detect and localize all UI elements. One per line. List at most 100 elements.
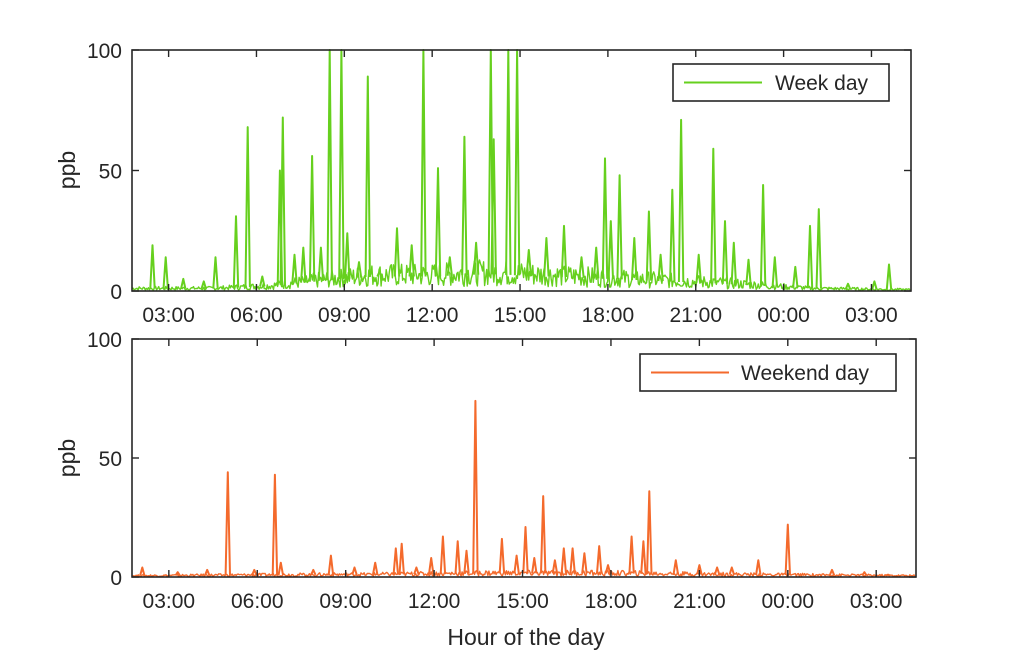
peak-weekday-39 (631, 237, 638, 281)
ytick-label-weekday-0: 0 (110, 281, 122, 304)
peak-weekend-28 (596, 545, 603, 574)
xtick-label-weekday-5: 18:00 (582, 304, 635, 327)
peak-weekday-36 (601, 157, 609, 279)
peak-weekday-3 (200, 280, 207, 289)
peak-weekday-50 (771, 256, 778, 287)
peak-weekend-10 (372, 561, 379, 575)
peak-weekend-23 (540, 495, 547, 574)
axes-frame-weekday (131, 49, 912, 292)
peak-weekday-42 (669, 188, 676, 282)
peak-weekday-41 (657, 253, 664, 282)
ticks-weekday: 03:00 06:00 09:00 12:00 15:00 18:00 21:00 00:00… (87, 40, 911, 327)
peak-weekend-24 (551, 559, 559, 574)
xtick-label-weekend-7: 00:00 (762, 590, 815, 613)
peak-weekend-4 (251, 568, 258, 576)
xtick-label-weekend-2: 09:00 (319, 590, 372, 613)
peak-weekday-21 (408, 244, 415, 277)
peak-weekend-40 (861, 571, 868, 577)
series-weekday (131, 49, 911, 292)
ylabel-weekday: ppb (54, 151, 80, 189)
peak-weekend-8 (327, 554, 335, 575)
peak-weekday-43 (677, 118, 685, 283)
peak-weekend-34 (696, 564, 703, 575)
peak-weekend-41 (885, 573, 891, 577)
peak-weekday-28 (490, 138, 497, 275)
peak-weekend-27 (581, 552, 588, 574)
peak-weekday-1 (162, 256, 169, 289)
peak-weekend-1 (174, 571, 181, 577)
peak-weekday-12 (308, 155, 316, 282)
xtick-label-weekend-1: 06:00 (231, 590, 284, 613)
peak-weekday-23 (434, 167, 442, 277)
ytick-label-weekend-0: 0 (110, 567, 122, 590)
peak-weekend-6 (277, 561, 284, 576)
axes-frame-weekend (131, 338, 917, 578)
peak-weekend-35 (713, 566, 721, 575)
xtick-label-weekday-6: 21:00 (669, 304, 722, 327)
series-weekend (131, 399, 916, 578)
xtick-label-weekday-7: 00:00 (757, 304, 810, 327)
peak-weekday-48 (745, 258, 752, 286)
peak-weekday-53 (815, 208, 822, 289)
peak-weekday-45 (710, 147, 717, 284)
peak-weekday-20 (393, 227, 401, 277)
peak-weekday-7 (259, 275, 266, 287)
panel-weekday: 03:00 06:00 09:00 12:00 15:00 18:00 21:00 00:00… (54, 40, 912, 327)
peak-weekday-6 (244, 126, 251, 288)
peak-weekday-40 (645, 210, 653, 281)
peak-weekday-31 (525, 249, 532, 276)
peak-weekday-54 (844, 282, 852, 290)
peak-weekday-47 (730, 241, 737, 285)
peak-weekend-15 (439, 535, 447, 574)
xtick-label-weekday-4: 15:00 (494, 304, 547, 327)
peak-weekday-51 (792, 265, 799, 288)
peak-weekday-37 (607, 220, 614, 280)
peak-weekday-4 (212, 256, 219, 289)
xtick-label-weekend-3: 12:00 (408, 590, 461, 613)
peak-weekend-32 (646, 490, 653, 574)
peak-weekend-17 (463, 549, 470, 574)
peak-weekday-16 (344, 232, 351, 279)
peak-weekday-35 (593, 246, 600, 279)
peak-weekend-18 (472, 399, 479, 574)
xtick-label-weekend-6: 21:00 (673, 590, 726, 613)
peak-weekend-5 (271, 473, 279, 576)
peak-weekend-11 (392, 547, 399, 575)
peak-weekend-7 (310, 568, 317, 576)
peak-weekend-33 (672, 559, 679, 575)
legend-weekday: Week day (672, 63, 890, 102)
xlabel: Hour of the day (447, 624, 605, 650)
peak-weekday-24 (446, 256, 453, 276)
peak-weekday-10 (291, 253, 298, 284)
legend-weekend: Weekend day (639, 353, 897, 392)
xtick-label-weekend-4: 15:00 (496, 590, 549, 613)
peak-weekday-19 (376, 270, 383, 277)
peak-weekend-21 (522, 526, 529, 574)
peak-weekend-19 (498, 537, 506, 574)
peak-weekday-52 (806, 224, 814, 289)
ylabel-weekend: ppb (54, 439, 80, 477)
peak-weekday-46 (721, 220, 729, 284)
peak-weekend-38 (784, 523, 791, 576)
panel-weekend: 03:00 06:00 09:00 12:00 15:00 18:00 21:00 00:00… (54, 329, 917, 613)
peak-weekend-3 (224, 471, 231, 576)
peak-weekday-55 (871, 280, 878, 290)
peak-weekend-29 (604, 564, 612, 574)
peak-weekday-26 (472, 241, 480, 275)
peak-weekday-9 (279, 116, 286, 285)
peak-weekend-9 (351, 566, 358, 575)
peak-weekday-0 (149, 244, 156, 289)
peak-weekday-18 (364, 75, 371, 278)
peak-weekday-25 (461, 135, 468, 276)
ytick-label-weekday-2: 100 (87, 40, 122, 63)
peak-weekday-17 (355, 261, 363, 278)
peak-weekend-2 (204, 568, 211, 576)
xtick-label-weekday-3: 12:00 (406, 304, 459, 327)
peak-weekend-0 (139, 566, 146, 577)
peak-weekday-13 (317, 246, 325, 281)
peak-weekday-38 (616, 174, 623, 280)
peak-weekend-39 (828, 568, 836, 576)
peak-weekday-56 (885, 263, 893, 290)
